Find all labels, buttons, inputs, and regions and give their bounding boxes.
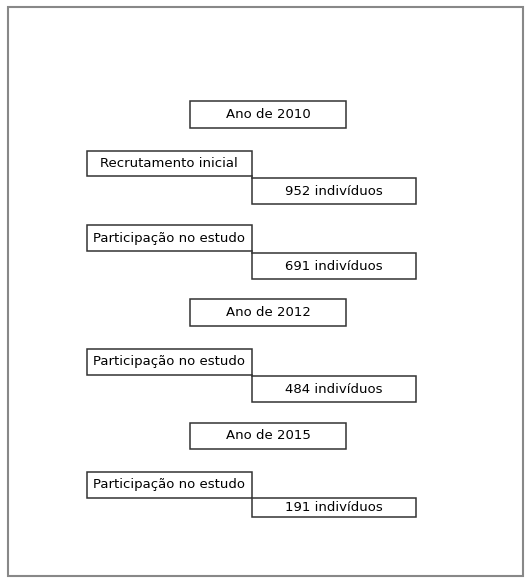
Text: 952 indivíduos: 952 indivíduos	[285, 185, 383, 198]
Text: Ano de 2012: Ano de 2012	[226, 306, 311, 320]
FancyBboxPatch shape	[190, 299, 346, 326]
FancyBboxPatch shape	[87, 349, 252, 375]
Text: Recrutamento inicial: Recrutamento inicial	[100, 157, 238, 170]
FancyBboxPatch shape	[190, 423, 346, 449]
Text: Participação no estudo: Participação no estudo	[93, 355, 245, 368]
FancyBboxPatch shape	[87, 225, 252, 251]
Text: Ano de 2010: Ano de 2010	[226, 108, 311, 121]
Text: 484 indivíduos: 484 indivíduos	[285, 383, 383, 396]
Text: Participação no estudo: Participação no estudo	[93, 232, 245, 245]
FancyBboxPatch shape	[190, 101, 346, 128]
Text: 191 indivíduos: 191 indivíduos	[285, 501, 383, 514]
FancyBboxPatch shape	[252, 498, 416, 517]
FancyBboxPatch shape	[87, 472, 252, 498]
FancyBboxPatch shape	[87, 151, 252, 176]
FancyBboxPatch shape	[252, 253, 416, 279]
Text: Participação no estudo: Participação no estudo	[93, 478, 245, 491]
Text: 691 indivíduos: 691 indivíduos	[285, 260, 383, 272]
FancyBboxPatch shape	[252, 178, 416, 204]
Text: Ano de 2015: Ano de 2015	[226, 430, 311, 442]
FancyBboxPatch shape	[252, 377, 416, 402]
